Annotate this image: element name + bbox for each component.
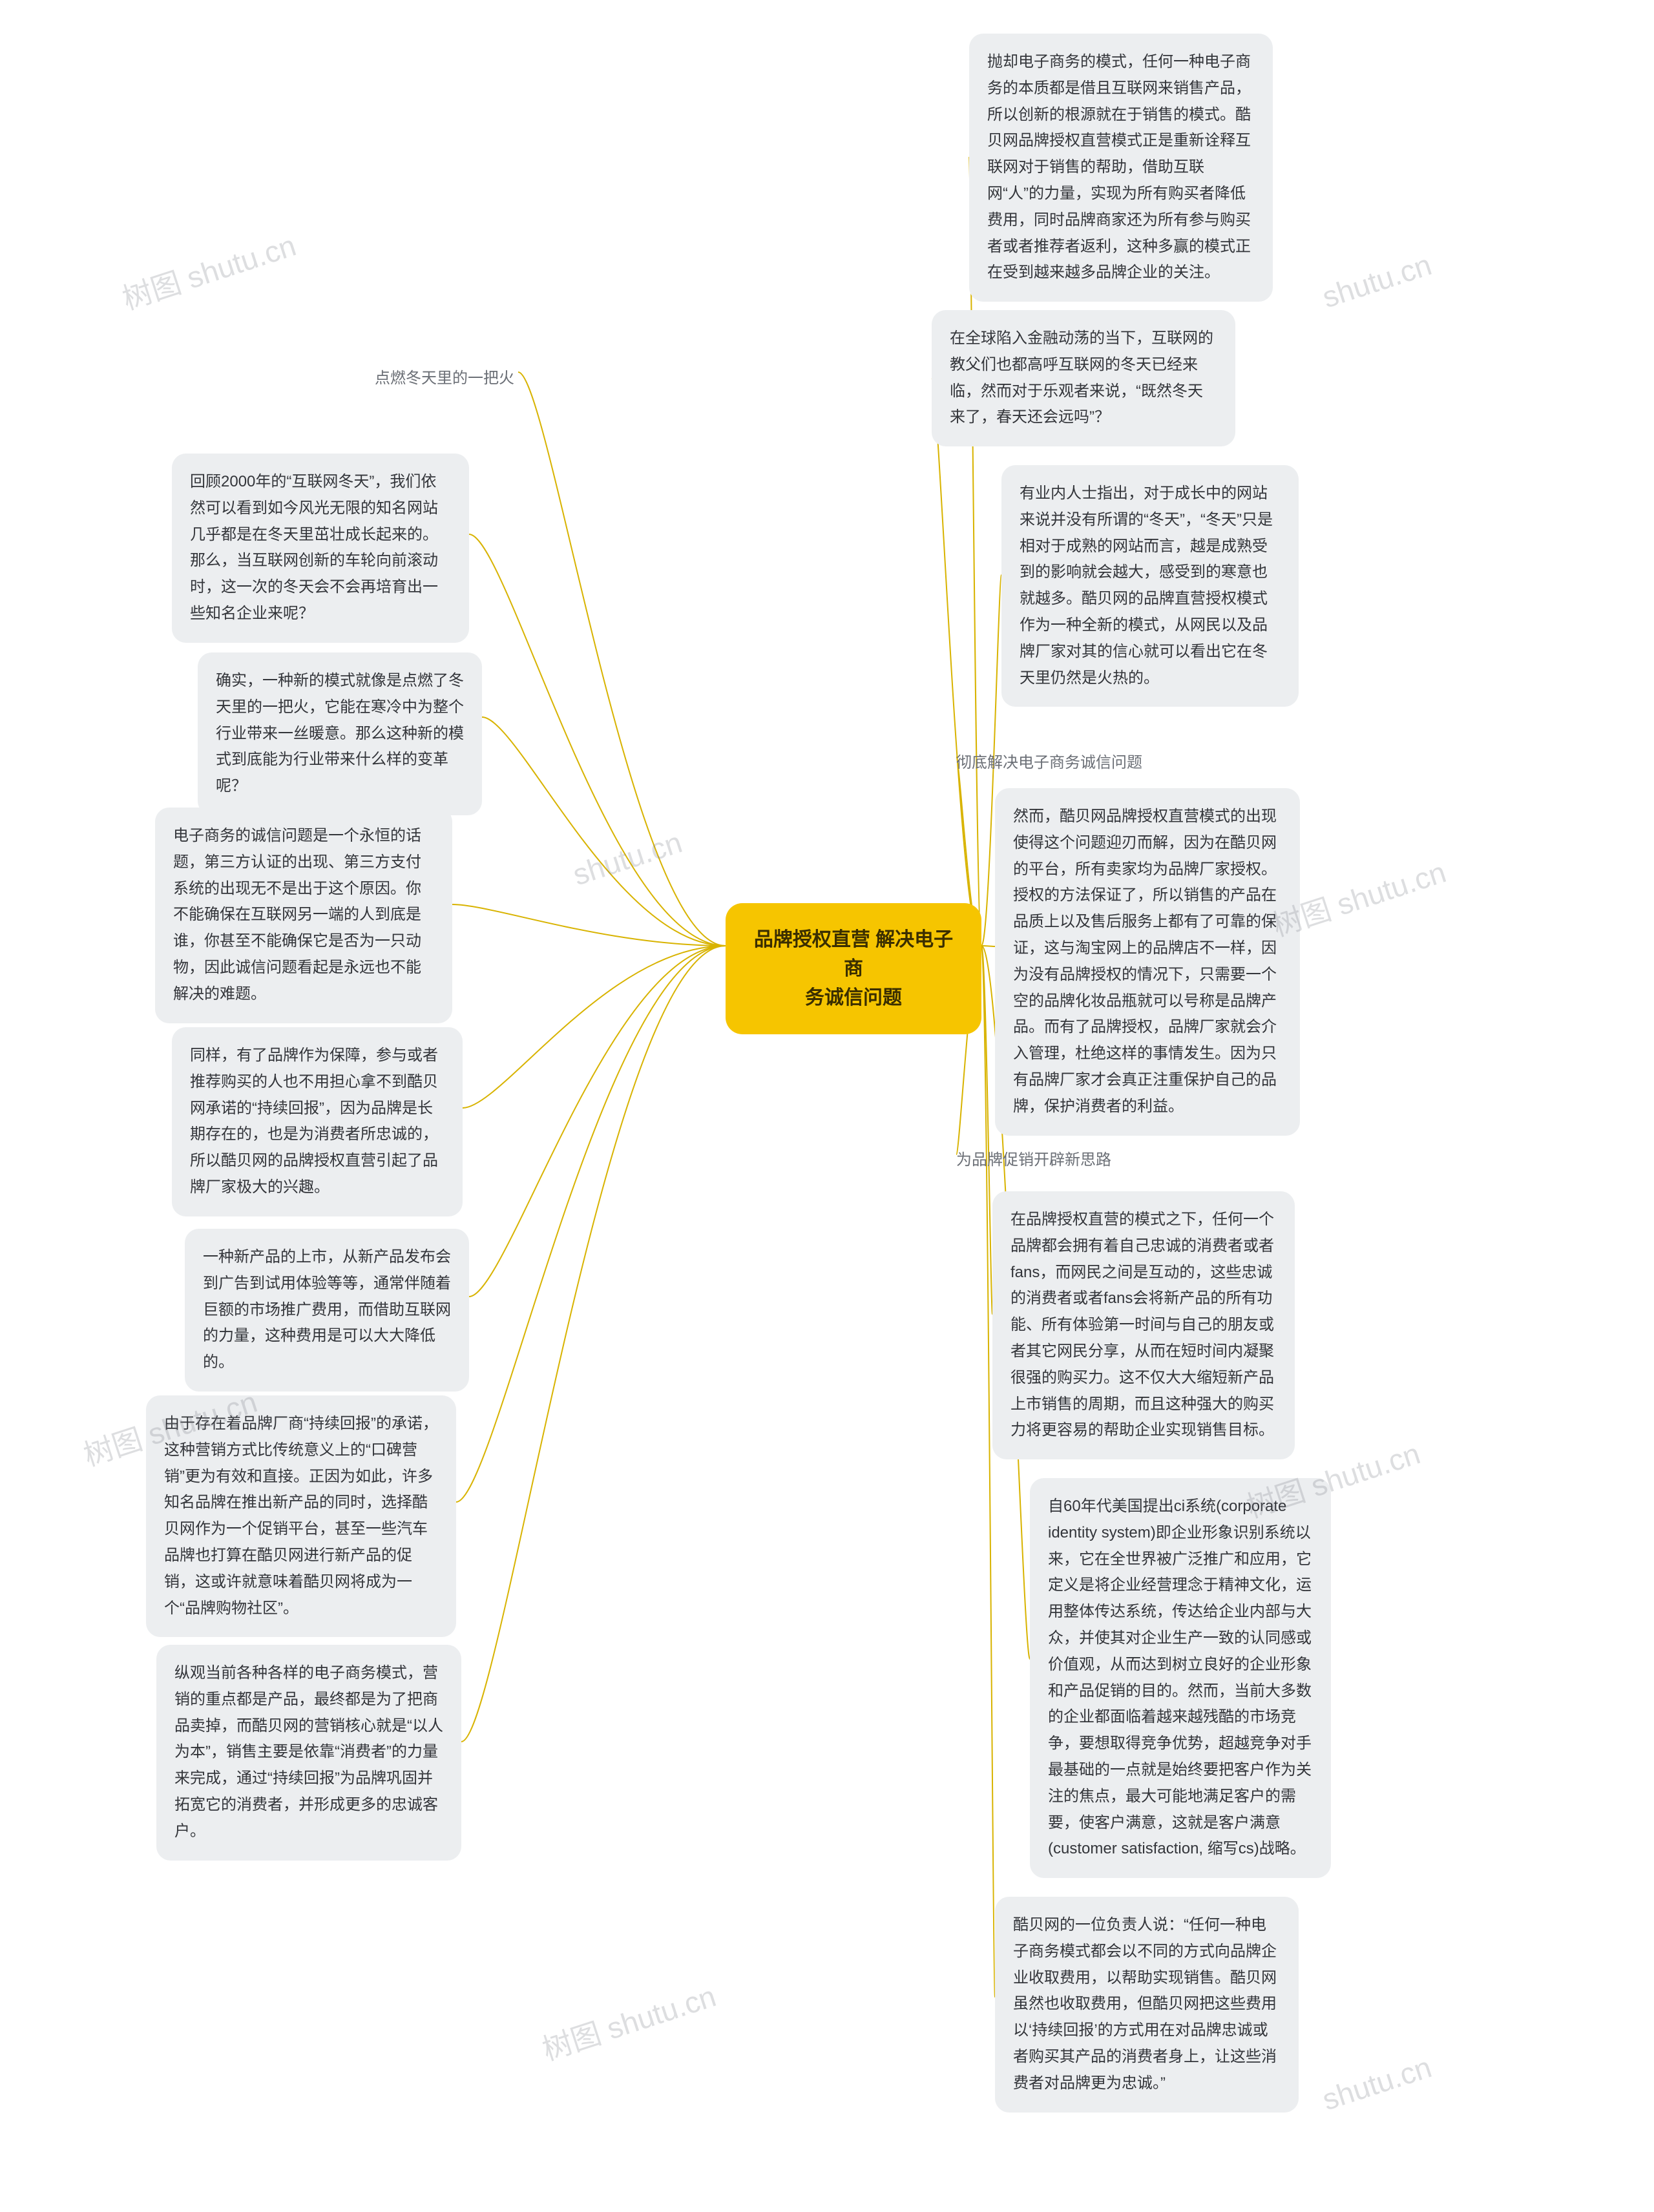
watermark-7: shutu.cn	[1318, 2049, 1436, 2117]
edge-6	[456, 946, 726, 1502]
edge-5	[469, 946, 726, 1297]
section-label-2: 彻底解决电子商务诚信问题	[956, 749, 1142, 772]
right-leaf-7: 酷贝网的一位负责人说：“任何一种电子商务模式都会以不同的方式向品牌企业收取费用，…	[995, 1897, 1299, 2113]
section-label-3: 为品牌促销开辟新思路	[956, 1147, 1111, 1169]
right-leaf-3: 有业内人士指出，对于成长中的网站来说并没有所谓的“冬天”，“冬天”只是相对于成熟…	[1001, 465, 1299, 707]
right-leaf-1: 抛却电子商务的模式，任何一种电子商务的本质都是借且互联网来销售产品，所以创新的根…	[969, 34, 1273, 302]
watermark-8: shutu.cn	[1318, 247, 1436, 315]
left-leaf-7: 纵观当前各种各样的电子商务模式，营销的重点都是产品，最终都是为了把商品卖掉，而酷…	[156, 1645, 461, 1861]
edge-2	[482, 717, 726, 946]
watermark-4: 树图 shutu.cn	[536, 1973, 720, 2069]
edge-4	[463, 946, 726, 1108]
edge-1	[469, 534, 726, 946]
left-leaf-3: 电子商务的诚信问题是一个永恒的话题，第三方认证的出现、第三方支付系统的出现无不是…	[155, 808, 452, 1023]
edge-17	[981, 946, 995, 1997]
left-leaf-1: 回顾2000年的“互联网冬天”，我们依然可以看到如今风光无限的知名网站几乎都是在…	[172, 454, 469, 643]
right-leaf-4: 然而，酷贝网品牌授权直营模式的出现使得这个问题迎刃而解，因为在酷贝网的平台，所有…	[995, 788, 1300, 1136]
left-leaf-5: 一种新产品的上市，从新产品发布会到广告到试用体验等等，通常伴随着巨额的市场推广费…	[185, 1229, 469, 1392]
edge-15	[981, 946, 992, 1314]
left-leaf-2: 确实，一种新的模式就像是点燃了冬天里的一把火，它能在寒冷中为整个行业带来一丝暖意…	[198, 652, 482, 815]
center-node: 品牌授权直营 解决电子商 务诚信问题	[726, 903, 981, 1034]
watermark-2: shutu.cn	[569, 824, 686, 892]
edge-3	[452, 904, 726, 946]
section-label-1: 点燃冬天里的一把火	[375, 365, 514, 388]
left-leaf-6: 由于存在着品牌厂商“持续回报”的承诺，这种营销方式比传统意义上的“口碑营销”更为…	[146, 1395, 456, 1637]
right-leaf-2: 在全球陷入金融动荡的当下，互联网的教父们也都高呼互联网的冬天已经来临，然而对于乐…	[932, 310, 1235, 446]
right-leaf-6: 自60年代美国提出ci系统(corporate identity system)…	[1030, 1478, 1331, 1878]
edge-10	[932, 378, 981, 946]
edge-8	[518, 372, 726, 946]
edge-7	[461, 946, 726, 1742]
watermark-1: 树图 shutu.cn	[116, 222, 300, 318]
left-leaf-4: 同样，有了品牌作为保障，参与或者推荐购买的人也不用担心拿不到酷贝网承诺的“持续回…	[172, 1027, 463, 1216]
right-leaf-5: 在品牌授权直营的模式之下，任何一个品牌都会拥有着自己忠诚的消费者或者fans，而…	[992, 1191, 1295, 1459]
mindmap-canvas: 品牌授权直营 解决电子商 务诚信问题 回顾2000年的“互联网冬天”，我们依然可以…	[0, 0, 1654, 2212]
